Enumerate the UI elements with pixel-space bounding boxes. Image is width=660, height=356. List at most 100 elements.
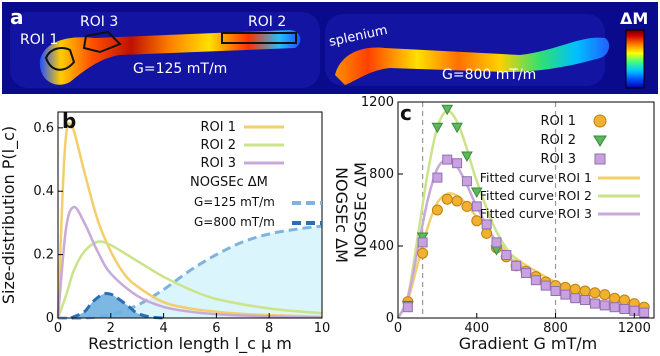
c-ytick-label: 400	[369, 239, 394, 254]
panel-b-frame	[57, 111, 323, 319]
roi-3-point	[471, 201, 482, 212]
roi-2-point	[451, 122, 463, 134]
colorbar-label: ΔM	[620, 9, 648, 28]
signal-fill-g800	[71, 293, 164, 318]
panel-c-data-points	[401, 104, 650, 318]
roi-3-point	[432, 172, 443, 183]
c-ytick-label: 1200	[361, 95, 394, 110]
roi-2-point	[470, 187, 483, 199]
c-xtick-label: 1200	[618, 321, 651, 336]
signal-curve-g800	[70, 291, 164, 320]
b-ytick-label: 0.6	[33, 121, 54, 136]
roi-2-point	[431, 122, 444, 134]
b-xtick-label: 8	[265, 321, 273, 336]
distribution-curve-roi-2	[56, 240, 323, 319]
roi-3-point	[570, 293, 581, 304]
roi-1-point	[589, 287, 601, 299]
legend-c-roi-2: ROI 2	[540, 133, 576, 148]
roi-3-point	[511, 260, 522, 271]
c-xtick-label: 0	[394, 321, 402, 336]
panel-c: 0 400 800 1200 0 400 800 1200 c ROI 1 ROI 2 ROI…	[351, 95, 655, 353]
roi-2-label: ROI 2	[248, 14, 286, 30]
roi-3-point	[530, 275, 541, 286]
b-ytick-label: 0.2	[33, 248, 54, 263]
panel-c-legend: ROI 1 ROI 2 ROI 3 Fitted curve ROI 1 Fit…	[480, 114, 640, 221]
roi-1-point	[451, 195, 463, 207]
colorbar	[625, 29, 645, 89]
roi-3-point	[402, 302, 413, 313]
distribution-curve-roi-1	[56, 122, 323, 319]
legend-b-signal-title: NOGSEc ΔM	[190, 175, 268, 190]
legend-c-fit-2: Fitted curve ROI 2	[480, 188, 592, 203]
roi-1-point	[609, 292, 621, 304]
roi-1-point	[579, 285, 591, 297]
panel-c-xlabel: Gradient G mT/m	[459, 334, 598, 353]
roi-3-point	[560, 289, 571, 300]
b-xtick-label: 4	[159, 321, 167, 336]
legend-c-fit-3: Fitted curve ROI 3	[480, 206, 592, 221]
roi-1-point	[431, 204, 443, 216]
roi-3-point	[619, 304, 630, 314]
b-xtick-label: 2	[107, 321, 115, 336]
legend-b-roi-2: ROI 2	[200, 138, 236, 153]
distribution-curve-roi-3	[56, 205, 323, 319]
roi-3-point	[639, 307, 650, 318]
roi-1-outline	[44, 47, 76, 71]
legend-b-roi-3: ROI 3	[200, 156, 236, 171]
roi-3-point	[550, 286, 561, 296]
c-ytick-label: 0	[386, 311, 394, 326]
c-xtick-label: 400	[464, 321, 489, 336]
b-ytick-label: 0	[46, 311, 54, 326]
roi-3-point	[417, 237, 428, 248]
roi-3-point	[599, 300, 610, 311]
roi-3-point	[609, 302, 620, 313]
b-xtick-label: 6	[212, 321, 220, 336]
b-ytick-label: 0.4	[33, 184, 54, 199]
panel-b-signal-curves	[57, 224, 323, 320]
legend-c-triangle-marker	[593, 135, 607, 147]
panel-c-frame	[397, 101, 655, 319]
legend-b-g800: G=800 mT/m	[194, 215, 275, 229]
legend-c-fit-1: Fitted curve ROI 1	[480, 170, 592, 185]
roi-3-point	[580, 295, 591, 305]
legend-b-g125: G=125 mT/m	[194, 195, 275, 209]
roi-1-point	[599, 289, 611, 301]
panel-c-ylabel: NOGSEc ΔM	[351, 162, 370, 258]
roi-3-outline	[82, 30, 122, 54]
roi-1-point	[461, 200, 473, 212]
roi-3-point	[540, 280, 551, 291]
gradient-label-left: G=125 mT/m	[133, 61, 227, 77]
roi-2-outline	[221, 32, 297, 44]
roi-3-label: ROI 3	[80, 14, 118, 30]
panel-a-label: a	[10, 5, 24, 29]
corpus-callosum-map-right	[335, 37, 610, 85]
roi-2-point	[461, 151, 473, 163]
panel-a: a ROI 1 ROI 3 ROI 2 splenium G=125 mT/m …	[2, 2, 658, 94]
c-ytick-label: 800	[369, 167, 394, 182]
panel-b-axes: 0 2 4 6 8 10 0 0.2 0.4 0.6	[33, 121, 330, 336]
panel-c-label: c	[400, 101, 412, 125]
panel-b-ylabel: Size-distribution P(l_c)	[0, 126, 19, 304]
roi-1-point	[569, 283, 581, 295]
roi-3-point	[442, 154, 453, 165]
roi-3-point	[589, 298, 600, 309]
gradient-label-right: G=800 mT/m	[442, 67, 536, 83]
panel-b-legend: ROI 1 ROI 2 ROI 3 NOGSEc ΔM G=125 mT/m G…	[190, 120, 322, 229]
roi-3-point	[461, 176, 472, 187]
panel-b-xlabel: Restriction length l_c μ m	[88, 334, 292, 354]
roi-1-point	[441, 193, 453, 205]
b-xtick-label: 10	[314, 321, 331, 336]
roi-3-point	[481, 219, 492, 230]
legend-c-circle-marker	[593, 114, 607, 128]
panel-b-distribution-curves	[56, 122, 323, 319]
legend-c-roi-1: ROI 1	[540, 114, 576, 129]
roi-1-point	[618, 294, 630, 306]
c-xtick-label: 800	[543, 321, 568, 336]
roi-1-point	[417, 247, 429, 259]
panel-b-label: b	[62, 109, 76, 133]
panel-c-axes: 0 400 800 1200 0 400 800 1200	[361, 95, 651, 336]
panel-b: 0 2 4 6 8 10 0 0.2 0.4 0.6 b ROI 1 ROI 2 ROI 3 NO…	[0, 109, 351, 354]
roi-3-point	[521, 268, 531, 278]
b-xtick-label: 0	[54, 321, 62, 336]
